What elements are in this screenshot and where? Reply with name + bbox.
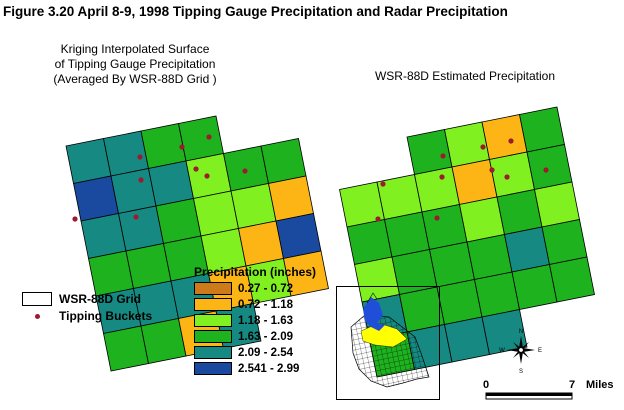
right-tipping-bucket-0 bbox=[440, 153, 446, 159]
left-tipping-bucket-1 bbox=[179, 144, 185, 150]
compass-s: S bbox=[519, 369, 523, 375]
legend-swatch bbox=[194, 362, 232, 375]
legend-swatch bbox=[194, 346, 232, 359]
left-tipping-bucket-6 bbox=[138, 177, 144, 183]
scale-unit-label: Miles bbox=[586, 379, 614, 391]
left-tipping-bucket-7 bbox=[133, 214, 139, 220]
legend-item: 0.72 - 1.18 bbox=[194, 297, 293, 312]
legend-item: 2.09 - 2.54 bbox=[194, 345, 293, 360]
figure-title: Figure 3.20 April 8-9, 1998 Tipping Gaug… bbox=[3, 4, 508, 19]
left-tipping-bucket-5 bbox=[242, 168, 248, 174]
right-tipping-bucket-8 bbox=[375, 216, 381, 222]
right-tipping-bucket-6 bbox=[439, 174, 445, 180]
right-grid-cell-r4-c5 bbox=[549, 256, 595, 303]
left-kriging-grid bbox=[65, 115, 329, 372]
inset-study-area bbox=[360, 322, 408, 348]
left-tipping-bucket-points bbox=[72, 134, 248, 222]
right-grid-cell-r5-c3 bbox=[481, 309, 528, 355]
legend-label: 1.18 - 1.63 bbox=[238, 314, 293, 327]
legend-swatch bbox=[194, 314, 232, 327]
left-tipping-bucket-2 bbox=[206, 134, 212, 140]
grid-key-label: WSR-88D Grid bbox=[59, 292, 142, 306]
scale-start-label: 0 bbox=[483, 379, 489, 391]
legend-item: 1.18 - 1.63 bbox=[194, 313, 293, 328]
right-tipping-bucket-2 bbox=[508, 138, 514, 144]
right-tipping-bucket-9 bbox=[380, 181, 386, 187]
left-tipping-bucket-0 bbox=[137, 154, 143, 160]
compass-rose-icon: N S E W bbox=[499, 329, 542, 375]
legend-swatch bbox=[194, 330, 232, 343]
right-tipping-bucket-7 bbox=[434, 215, 440, 221]
right-tipping-bucket-3 bbox=[489, 167, 495, 173]
legend-label: 2.09 - 2.54 bbox=[238, 346, 293, 359]
compass-n: N bbox=[519, 329, 523, 335]
legend-item: 2.541 - 2.99 bbox=[194, 361, 299, 376]
buckets-key: Tipping Buckets bbox=[22, 308, 152, 324]
legend-swatch bbox=[194, 298, 232, 311]
inset-lake bbox=[363, 297, 385, 331]
legend-title: Precipitation (inches) bbox=[194, 265, 317, 279]
right-tipping-bucket-5 bbox=[543, 167, 549, 173]
right-tipping-bucket-points bbox=[375, 138, 549, 222]
left-panel-title-line-1: Kriging Interpolated Surface bbox=[60, 42, 210, 56]
legend-item: 1.63 - 2.09 bbox=[194, 329, 293, 344]
legend-label: 1.63 - 2.09 bbox=[238, 330, 293, 343]
left-tipping-bucket-8 bbox=[72, 216, 78, 222]
locator-inset-drawing bbox=[350, 292, 430, 388]
compass-e: E bbox=[538, 348, 542, 354]
right-panel-title: WSR-88D Estimated Precipitation bbox=[374, 69, 556, 83]
left-panel-title-line-3: (Averaged By WSR-88D Grid ) bbox=[53, 72, 217, 86]
legend-item: 0.27 - 0.72 bbox=[194, 281, 293, 296]
legend-label: 2.541 - 2.99 bbox=[238, 362, 300, 375]
tipping-bucket-dot-icon bbox=[34, 313, 40, 319]
right-radar-grid bbox=[339, 106, 595, 378]
right-tipping-bucket-1 bbox=[480, 144, 486, 150]
left-tipping-bucket-4 bbox=[204, 173, 210, 179]
scale-bar-fill bbox=[486, 393, 572, 396]
scale-end-label: 7 bbox=[569, 379, 575, 391]
legend-label: 0.27 - 0.72 bbox=[238, 282, 293, 295]
buckets-key-label: Tipping Buckets bbox=[59, 309, 153, 323]
left-panel-title-line-2: of Tipping Gauge Precipitation bbox=[54, 57, 216, 71]
grid-key-swatch bbox=[22, 292, 52, 306]
legend-swatch bbox=[194, 282, 232, 295]
compass-w: W bbox=[499, 348, 505, 354]
right-tipping-bucket-4 bbox=[504, 174, 510, 180]
left-panel-title: Kriging Interpolated Surface of Tipping … bbox=[0, 42, 270, 87]
left-grid-cell-r4-c5 bbox=[283, 250, 329, 297]
left-tipping-bucket-3 bbox=[193, 166, 199, 172]
grid-key: WSR-88D Grid bbox=[22, 291, 141, 307]
locator-inset-map bbox=[336, 286, 440, 400]
legend-label: 0.72 - 1.18 bbox=[238, 298, 293, 311]
